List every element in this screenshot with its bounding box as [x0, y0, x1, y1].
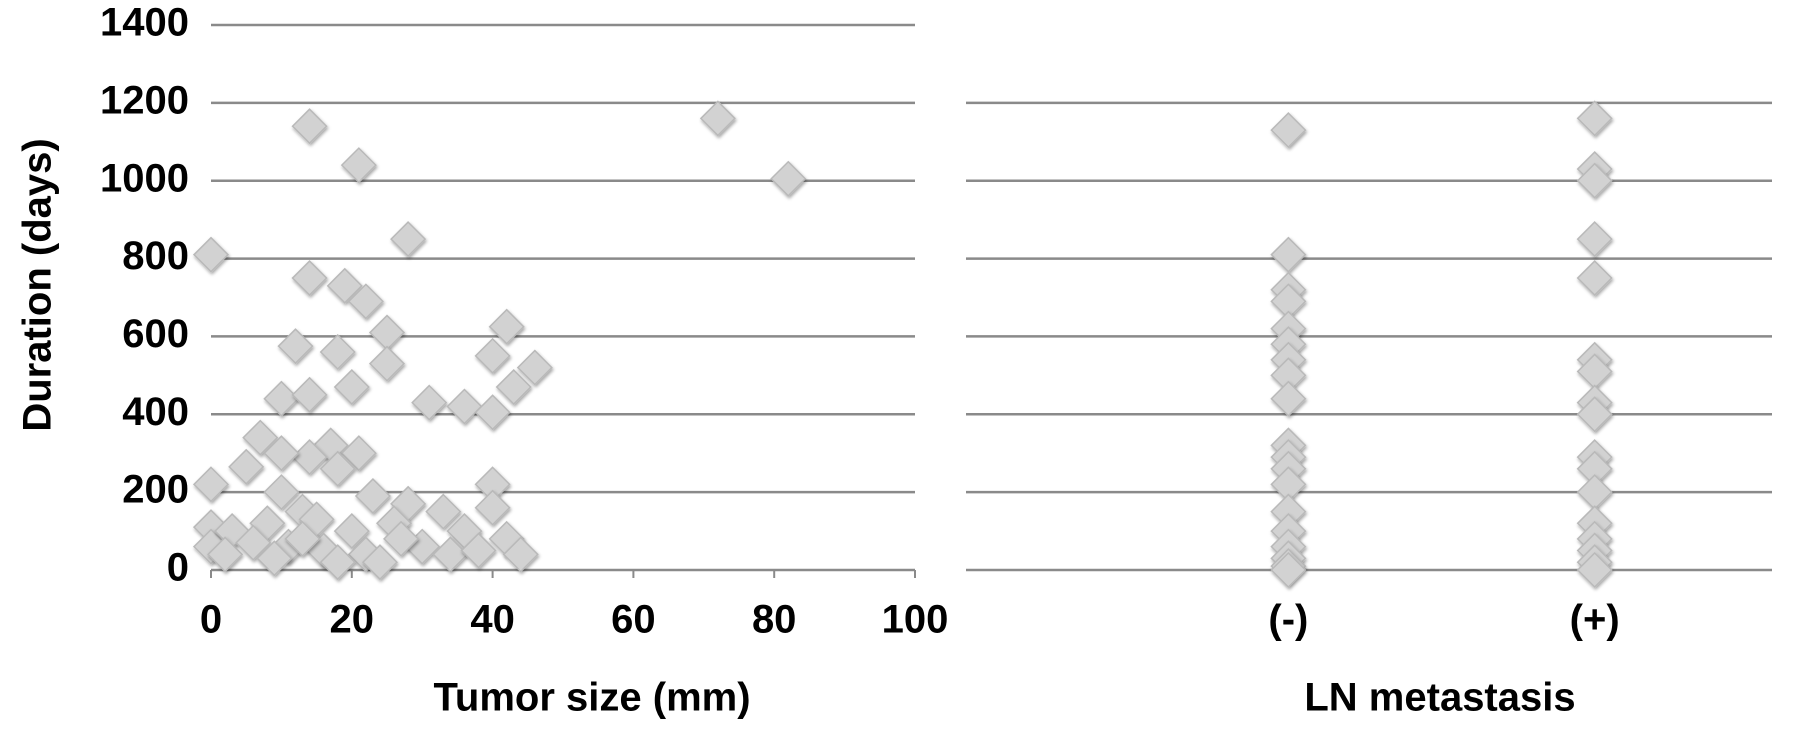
point — [432, 536, 469, 573]
point — [319, 333, 356, 371]
point — [1576, 474, 1613, 511]
point — [207, 536, 244, 573]
point — [291, 259, 328, 297]
point — [1576, 100, 1613, 137]
point — [488, 308, 525, 345]
point — [291, 439, 328, 476]
y-tick-label: 0 — [167, 546, 189, 590]
point — [263, 380, 300, 417]
point — [383, 520, 420, 557]
point — [1576, 221, 1613, 258]
point — [1270, 551, 1307, 589]
x-axis-title: LN metastasis — [1304, 676, 1575, 720]
point — [192, 466, 230, 503]
point — [770, 160, 807, 197]
point — [1576, 259, 1613, 297]
y-tick-label: 1200 — [100, 78, 189, 122]
point — [474, 337, 511, 374]
x-tick-label: 20 — [330, 598, 375, 642]
point — [228, 448, 265, 485]
point — [284, 520, 321, 557]
point — [446, 388, 483, 425]
point — [1576, 162, 1613, 199]
x-tick-label: 80 — [752, 598, 797, 642]
point — [699, 100, 736, 137]
point — [263, 474, 300, 511]
point — [256, 540, 293, 577]
y-axis-title: Duration (days) — [16, 138, 60, 431]
point — [354, 477, 391, 515]
point — [340, 147, 377, 184]
x-tick-label: 100 — [882, 598, 949, 642]
point — [516, 349, 553, 386]
point — [502, 536, 539, 573]
y-tick-label: 800 — [122, 234, 189, 278]
point — [460, 532, 497, 569]
point — [495, 368, 532, 406]
x-tick-label: 40 — [470, 598, 515, 642]
point — [291, 376, 328, 413]
y-tick-label: 400 — [122, 390, 189, 434]
point — [235, 524, 272, 561]
point — [1270, 236, 1307, 273]
point — [390, 221, 427, 258]
point — [368, 314, 406, 351]
point — [425, 493, 462, 530]
point — [277, 328, 314, 365]
x-axis-title: Tumor size (mm) — [433, 676, 750, 720]
point — [1270, 380, 1307, 417]
point — [319, 544, 356, 581]
point — [291, 108, 328, 145]
x-tick-label: (+) — [1570, 598, 1620, 642]
point — [333, 368, 370, 406]
point — [368, 345, 406, 382]
point — [326, 267, 363, 304]
x-tick-label: 0 — [200, 598, 222, 642]
y-tick-label: 200 — [122, 468, 189, 512]
x-tick-label: 60 — [611, 598, 656, 642]
point — [263, 435, 300, 472]
point — [1576, 551, 1613, 589]
point — [319, 450, 356, 487]
y-tick-label: 600 — [122, 312, 189, 356]
point — [474, 394, 511, 431]
point — [411, 384, 448, 421]
y-tick-label: 1400 — [100, 1, 189, 45]
point — [192, 236, 230, 273]
point — [1270, 112, 1307, 149]
point — [340, 435, 377, 472]
point — [333, 513, 370, 550]
point — [242, 419, 279, 456]
point — [474, 489, 511, 526]
y-tick-label: 1000 — [100, 156, 189, 200]
x-tick-label: (-) — [1268, 598, 1308, 642]
point — [1576, 396, 1613, 433]
point — [361, 544, 399, 581]
point — [347, 283, 384, 320]
